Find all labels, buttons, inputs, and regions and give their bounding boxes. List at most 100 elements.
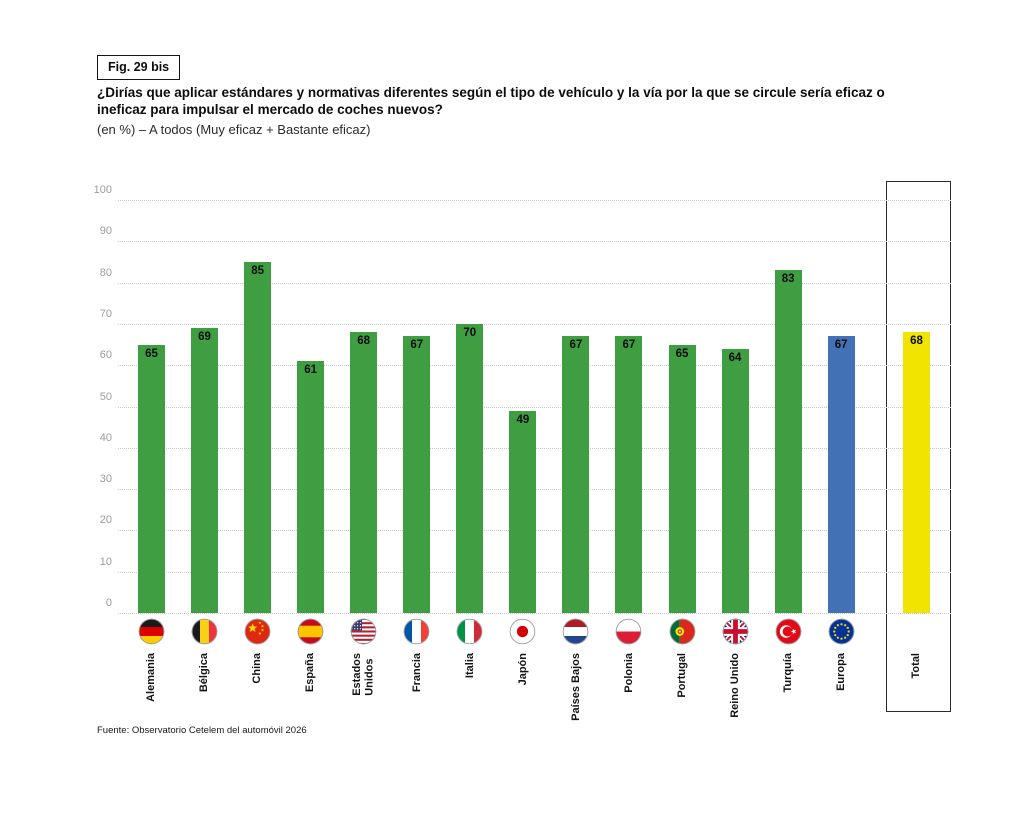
bar-polonia: 67 bbox=[615, 336, 643, 613]
flag-portugal bbox=[669, 618, 695, 645]
bar-reino-unido: 64 bbox=[721, 348, 749, 613]
bar-paises-bajos: 67 bbox=[562, 336, 590, 613]
flag-china bbox=[244, 618, 271, 645]
flag-netherlands bbox=[563, 618, 589, 645]
flag-eu-icon bbox=[828, 618, 855, 645]
bar-value-paises-bajos: 67 bbox=[569, 339, 583, 352]
flag-japan bbox=[510, 618, 536, 645]
x-label-portugal: Portugal bbox=[660, 653, 704, 698]
bar-portugal: 65 bbox=[668, 344, 696, 613]
bar-total: 68 bbox=[903, 332, 930, 613]
x-label-alemania: Alemania bbox=[130, 653, 174, 702]
chart-title: ¿Dirías que aplicar estándares y normati… bbox=[97, 85, 885, 117]
flag-france-icon bbox=[403, 618, 430, 645]
flag-uk-icon bbox=[722, 618, 749, 645]
flag-china-icon bbox=[244, 618, 271, 645]
x-label-estados-unidos: Estados Unidos bbox=[342, 653, 386, 696]
bar-italia: 70 bbox=[456, 323, 484, 613]
bar-value-reino-unido: 64 bbox=[728, 351, 742, 364]
x-label-text-europa: Europa bbox=[834, 653, 847, 691]
bar-value-japon: 49 bbox=[516, 413, 530, 426]
bar-turquia: 83 bbox=[774, 270, 802, 613]
bar-value-china: 85 bbox=[251, 264, 264, 277]
flag-france bbox=[403, 618, 430, 645]
x-label-paises-bajos: Países Bajos bbox=[554, 653, 598, 721]
x-label-text-alemania: Alemania bbox=[145, 653, 158, 702]
y-tick-0: 0 bbox=[105, 597, 112, 609]
bar-value-espana: 61 bbox=[304, 364, 318, 377]
gridline-80 bbox=[118, 282, 951, 284]
y-tick-10: 10 bbox=[99, 555, 112, 568]
flag-germany-icon bbox=[138, 618, 165, 645]
y-tick-20: 20 bbox=[99, 514, 112, 527]
y-tick-70: 70 bbox=[99, 307, 112, 320]
flag-germany bbox=[138, 618, 165, 645]
bar-value-europa: 67 bbox=[834, 339, 848, 352]
x-label-text-turquia: Turquía bbox=[781, 653, 794, 693]
bar-japon: 49 bbox=[509, 410, 537, 613]
bar-china: 85 bbox=[244, 261, 272, 613]
flag-japan-icon bbox=[509, 618, 536, 645]
bar-value-total: 68 bbox=[910, 335, 923, 348]
flag-portugal-icon bbox=[669, 618, 696, 645]
source-note: Fuente: Observatorio Cetelem del automóv… bbox=[97, 725, 307, 736]
bar-espana: 61 bbox=[297, 361, 325, 613]
flag-belgium bbox=[191, 618, 218, 645]
flag-eu bbox=[828, 618, 854, 645]
gridline-90 bbox=[118, 241, 951, 243]
x-label-text-polonia: Polonia bbox=[622, 653, 635, 693]
gridline-70 bbox=[118, 323, 951, 325]
x-label-francia: Francia bbox=[395, 653, 439, 692]
x-label-china: China bbox=[236, 653, 280, 684]
x-label-italia: Italia bbox=[448, 653, 492, 678]
bar-value-polonia: 67 bbox=[622, 339, 636, 352]
bar-value-italia: 70 bbox=[463, 326, 477, 339]
gridline-60 bbox=[118, 365, 951, 367]
flag-spain bbox=[297, 618, 324, 645]
gridline-100 bbox=[118, 200, 951, 201]
y-tick-60: 60 bbox=[99, 349, 112, 362]
flag-usa-icon bbox=[350, 618, 377, 645]
flag-italy bbox=[457, 618, 483, 645]
bar-value-belgica: 69 bbox=[198, 331, 211, 344]
x-label-total: Total bbox=[895, 653, 939, 678]
y-tick-90: 90 bbox=[99, 225, 112, 238]
x-label-japon: Japón bbox=[501, 653, 545, 685]
x-label-europa: Europa bbox=[819, 653, 863, 691]
bar-value-francia: 67 bbox=[410, 339, 424, 352]
flag-poland bbox=[616, 618, 642, 645]
y-tick-100: 100 bbox=[93, 184, 112, 196]
y-tick-80: 80 bbox=[99, 266, 112, 279]
bar-value-estados-unidos: 68 bbox=[357, 335, 371, 348]
y-tick-40: 40 bbox=[99, 431, 112, 444]
x-label-text-china: China bbox=[251, 653, 264, 684]
x-label-text-belgica: Bélgica bbox=[198, 653, 211, 693]
figure-tag: Fig. 29 bis bbox=[97, 55, 181, 80]
bar-value-turquia: 83 bbox=[781, 273, 795, 286]
flag-turkey bbox=[775, 618, 801, 645]
bar-francia: 67 bbox=[403, 336, 431, 613]
flag-poland-icon bbox=[615, 618, 642, 645]
flag-usa bbox=[350, 618, 377, 645]
flag-turkey-icon bbox=[775, 618, 802, 645]
x-label-belgica: Bélgica bbox=[183, 653, 227, 692]
x-label-reino-unido: Reino Unido bbox=[713, 653, 757, 718]
x-label-text-francia: Francia bbox=[410, 653, 423, 693]
bar-alemania: 65 bbox=[138, 344, 165, 613]
y-tick-50: 50 bbox=[99, 390, 112, 403]
y-tick-30: 30 bbox=[99, 473, 112, 486]
bar-value-alemania: 65 bbox=[145, 347, 158, 360]
flag-netherlands-icon bbox=[562, 618, 589, 645]
bar-europa: 67 bbox=[827, 336, 855, 613]
x-label-text-japon: Japón bbox=[516, 653, 529, 686]
gridline-50 bbox=[118, 406, 951, 408]
x-label-text-espana: España bbox=[304, 653, 317, 693]
flag-belgium-icon bbox=[191, 618, 218, 645]
x-label-text-portugal: Portugal bbox=[675, 653, 688, 698]
bar-value-portugal: 65 bbox=[675, 347, 689, 360]
flag-italy-icon bbox=[456, 618, 483, 645]
x-label-turquia: Turquía bbox=[766, 653, 810, 693]
x-label-text-total: Total bbox=[910, 653, 923, 679]
x-label-text-paises-bajos: Países Bajos bbox=[569, 653, 582, 721]
total-highlight-box bbox=[886, 181, 951, 712]
